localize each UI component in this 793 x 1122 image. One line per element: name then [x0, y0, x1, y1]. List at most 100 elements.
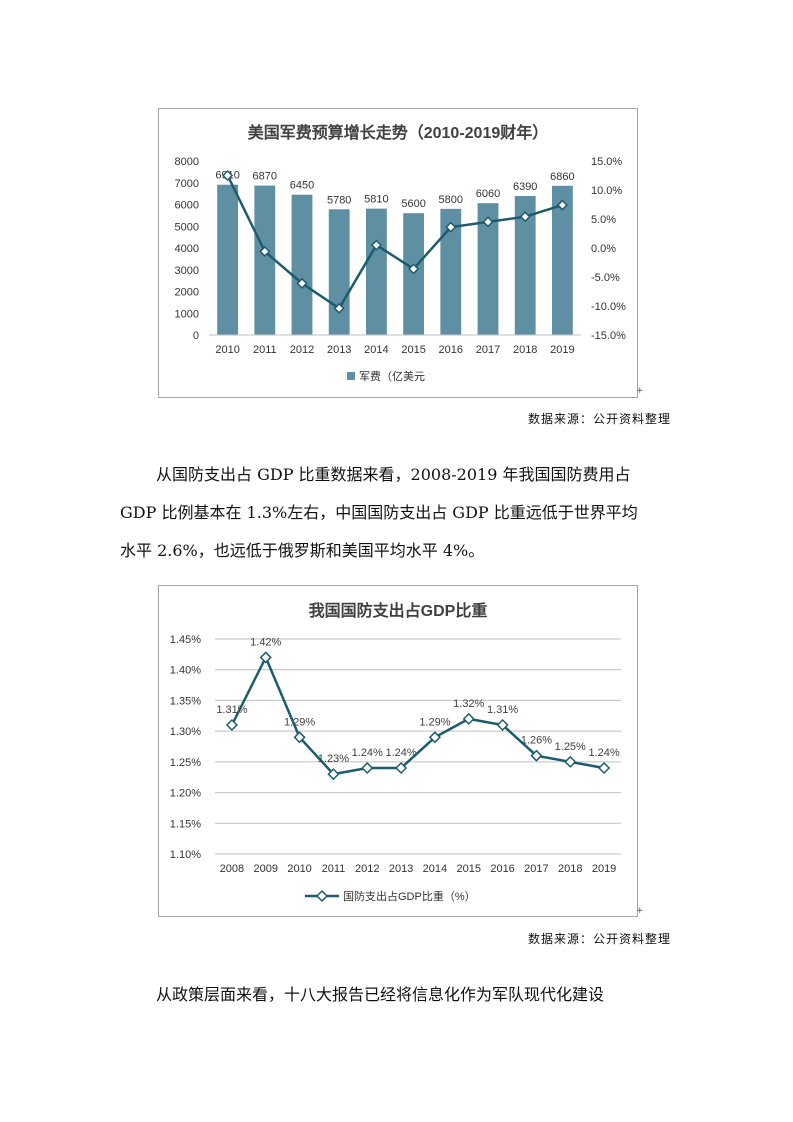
- data-label: 1.24%: [352, 747, 383, 759]
- right-axis-tick-label: 15.0%: [591, 156, 622, 168]
- x-axis-tick-label: 2009: [254, 863, 278, 875]
- x-axis-tick-label: 2011: [253, 344, 277, 356]
- gdp-share-point: [361, 761, 374, 775]
- legend-swatch: [347, 372, 355, 380]
- right-axis-tick-label: 5.0%: [591, 214, 616, 226]
- data-label: 1.24%: [385, 747, 416, 759]
- growth-rate-point: [519, 211, 531, 223]
- bar-value-label: 5780: [327, 194, 351, 206]
- x-axis-tick-label: 2017: [476, 344, 500, 356]
- right-axis-tick-label: -10.0%: [591, 301, 626, 313]
- left-axis-tick-label: 6000: [175, 200, 199, 212]
- gdp-share-point: [395, 761, 408, 775]
- gdp-share-point: [327, 768, 340, 781]
- growth-rate-point: [259, 245, 271, 258]
- data-label: 1.24%: [588, 747, 619, 759]
- source-note-2: 数据来源：公开资料整理: [527, 932, 671, 946]
- bar-value-label: 6060: [476, 188, 500, 200]
- chart-title: 我国国防支出占GDP比重: [309, 601, 488, 620]
- x-axis-tick-label: 2013: [327, 344, 351, 356]
- data-label: 1.31%: [216, 704, 247, 716]
- x-axis-tick-label: 2014: [423, 863, 447, 875]
- paragraph-line: 从国防支出占 GDP 比重数据来看，2008-2019 年我国国防费用占: [156, 465, 631, 484]
- y-axis-tick-label: 1.30%: [170, 726, 201, 738]
- growth-rate-point: [370, 239, 382, 251]
- y-axis-tick-label: 1.25%: [170, 757, 201, 769]
- y-axis-tick-label: 1.15%: [170, 818, 201, 830]
- y-axis-tick-label: 1.45%: [170, 634, 201, 646]
- left-axis-tick-label: 1000: [175, 308, 199, 320]
- bar-value-label: 5600: [401, 198, 425, 210]
- bar-military-spending: [254, 185, 276, 335]
- left-axis-tick-label: 5000: [175, 221, 199, 233]
- y-axis-tick-label: 1.20%: [170, 788, 201, 800]
- data-label: 1.29%: [284, 716, 315, 728]
- bar-value-label: 6860: [550, 171, 574, 183]
- data-label: 1.31%: [487, 704, 518, 716]
- gdp-share-point: [598, 761, 611, 775]
- gdp-share-point: [293, 731, 306, 744]
- bar-military-spending: [440, 208, 462, 335]
- bar-value-label: 5800: [439, 194, 463, 206]
- x-axis-tick-label: 2017: [524, 863, 548, 875]
- bar-military-spending: [217, 184, 239, 335]
- legend-marker: [315, 889, 329, 903]
- right-axis-tick-label: -5.0%: [591, 272, 620, 284]
- bar-value-label: 6870: [253, 171, 277, 183]
- bar-value-label: 6450: [290, 180, 314, 192]
- x-axis-tick-label: 2018: [558, 863, 582, 875]
- us-military-budget-chart-svg: 美国军费预算增长走势（2010-2019财年） 0 1000 2000 3000 4000…: [175, 123, 627, 383]
- gdp-share-point: [496, 718, 509, 732]
- paragraph-line: 从政策层面来看，十八大报告已经将信息化作为军队现代化建设: [156, 985, 605, 1004]
- growth-rate-point: [296, 277, 308, 289]
- paragraph-gdp-share: 从国防支出占 GDP 比重数据来看，2008-2019 年我国国防费用占 GDP…: [120, 456, 672, 570]
- gdp-share-point: [530, 749, 543, 762]
- bar-military-spending: [365, 208, 387, 335]
- data-label: 1.26%: [521, 735, 552, 747]
- legend-label: 国防支出占GDP比重（%）: [343, 889, 476, 903]
- bar-military-spending: [551, 185, 573, 335]
- legend-label: 军费（亿美元: [359, 370, 425, 383]
- bar-value-label: 5810: [364, 194, 388, 206]
- x-axis-tick-label: 2016: [490, 863, 514, 875]
- x-axis-tick-label: 2011: [322, 863, 346, 875]
- china-defense-gdp-share-chart-svg: 我国国防支出占GDP比重 1.10% 1.15% 1.20% 1.25% 1.30% 1.3…: [170, 601, 621, 903]
- china-defense-gdp-share-chart: 我国国防支出占GDP比重 1.10% 1.15% 1.20% 1.25% 1.30% 1.3…: [158, 585, 638, 917]
- gdp-share-point: [564, 755, 577, 768]
- gdp-share-point: [225, 718, 238, 732]
- bar-military-spending: [328, 209, 350, 335]
- data-label: 1.29%: [419, 716, 450, 728]
- x-axis-tick-label: 2014: [364, 344, 388, 356]
- bar-military-spending: [291, 194, 313, 335]
- paragraph-line: 水平 2.6%，也远低于俄罗斯和美国平均水平 4%。: [120, 541, 485, 560]
- y-axis-tick-label: 1.10%: [170, 849, 201, 861]
- x-axis-tick-label: 2010: [215, 344, 239, 356]
- right-axis-tick-label: 0.0%: [591, 243, 616, 255]
- x-axis-tick-label: 2015: [457, 863, 481, 875]
- growth-rate-line: [226, 174, 563, 311]
- left-axis-tick-label: 4000: [175, 243, 199, 255]
- right-axis-tick-label: 10.0%: [591, 185, 622, 197]
- x-axis-tick-label: 2019: [550, 344, 574, 356]
- us-military-budget-chart: 美国军费预算增长走势（2010-2019财年） 0 1000 2000 3000 4000…: [158, 108, 638, 398]
- gdp-share-point: [428, 731, 441, 744]
- x-axis-tick-label: 2016: [439, 344, 463, 356]
- data-label: 1.25%: [555, 741, 586, 753]
- left-axis-tick-label: 8000: [175, 156, 199, 168]
- growth-rate-point: [333, 302, 345, 314]
- x-axis-tick-label: 2010: [287, 863, 311, 875]
- left-axis-tick-label: 0: [193, 330, 199, 342]
- data-label: 1.42%: [250, 636, 281, 648]
- paragraph-line: GDP 比例基本在 1.3%左右，中国国防支出占 GDP 比重远低于世界平均: [120, 503, 638, 522]
- y-axis-tick-label: 1.35%: [170, 695, 201, 707]
- gdp-share-point: [259, 651, 272, 664]
- bar-value-label: 6390: [513, 181, 537, 193]
- y-axis-tick-label: 1.40%: [170, 665, 201, 677]
- data-label: 1.32%: [453, 698, 484, 710]
- right-axis-tick-label: -15.0%: [591, 330, 626, 342]
- x-axis-tick-label: 2008: [220, 863, 244, 875]
- growth-rate-point: [408, 263, 420, 275]
- chart-title: 美国军费预算增长走势（2010-2019财年）: [248, 123, 549, 142]
- source-note-1: 数据来源：公开资料整理: [527, 412, 671, 426]
- bar-military-spending: [514, 196, 536, 335]
